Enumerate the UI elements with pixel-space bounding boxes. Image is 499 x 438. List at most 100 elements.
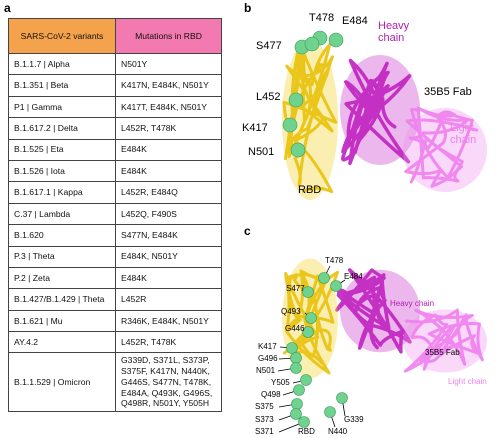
- mutations-cell: N501Y: [115, 52, 222, 76]
- mutation-sphere: [330, 280, 342, 292]
- residue-label: S371: [255, 427, 274, 436]
- heavy-chain-ribbon: [335, 268, 412, 354]
- variant-cell: P.3 | Theta: [8, 245, 116, 268]
- heavy-chain-ribbon: [341, 58, 412, 166]
- mutations-cell: E484K: [115, 159, 222, 183]
- table-row: P1 | Gamma K417T, E484K, N501Y: [8, 95, 222, 119]
- residue-label: Y505: [271, 378, 290, 387]
- column-header: SARS-CoV-2 variants: [8, 18, 116, 54]
- light-chain-ribbon: [404, 106, 479, 188]
- variant-cell: B.1.525 | Eta: [8, 138, 116, 161]
- mutation-sphere: [298, 416, 310, 428]
- residue-label: N440: [328, 427, 348, 436]
- mutation-sphere: [290, 352, 302, 364]
- mutations-cell: S477N, E484K: [115, 224, 222, 247]
- column-header: Mutations in RBD: [115, 18, 222, 54]
- heavy-chain-label: Heavy chain: [390, 299, 435, 308]
- mutation-sphere: [318, 272, 330, 284]
- mutation-sphere: [293, 384, 305, 396]
- variant-cell: C.37 | Lambda: [8, 202, 116, 226]
- mutation-sphere: [288, 92, 304, 108]
- variant-cell: P.2 | Zeta: [8, 266, 116, 290]
- panel-label: c: [244, 224, 251, 238]
- table-row: C.37 | Lambda L452Q, F490S: [8, 202, 222, 226]
- mutation-sphere: [304, 36, 320, 52]
- mutations-cell: K417T, E484K, N501Y: [115, 95, 222, 119]
- mutation-sphere: [302, 326, 314, 338]
- mutations-cell: E484K: [115, 266, 222, 290]
- residue-label: T478: [325, 256, 344, 265]
- variant-cell: P1 | Gamma: [8, 95, 116, 119]
- mutations-cell: L452R, T478K: [115, 331, 222, 354]
- mutation-sphere: [290, 142, 306, 158]
- table-row: P.2 | Zeta E484K: [8, 266, 222, 290]
- mutations-cell: E484K: [115, 138, 222, 161]
- variant-cell: B.1.617.2 | Delta: [8, 117, 116, 140]
- mutations-cell: E484K, N501Y: [115, 245, 222, 268]
- variant-cell: B.1.1.529 | Omicron: [8, 352, 116, 413]
- variant-cell: AY.4.2: [8, 331, 116, 354]
- table-row: B.1.621 | Mu R346K, E484K, N501Y: [8, 309, 222, 333]
- residue-label: K417: [242, 122, 268, 134]
- mutations-cell: L452R, E484Q: [115, 181, 222, 204]
- rbd-label: RBD: [298, 184, 322, 196]
- residue-label: E484: [344, 272, 363, 281]
- rbd-ribbon: [282, 41, 338, 194]
- residue-label: N501: [248, 146, 275, 158]
- residue-label: T478: [309, 12, 335, 24]
- mutations-cell: G339D, S371L, S373P, S375F, K417N, N440K…: [115, 352, 222, 413]
- table-row: AY.4.2 L452R, T478K: [8, 331, 222, 354]
- mutation-sphere: [286, 342, 298, 354]
- variant-cell: B.1.351 | Beta: [8, 74, 116, 97]
- mutation-sphere: [305, 312, 317, 324]
- mutations-cell: L452R: [115, 288, 222, 311]
- table-row: B.1.526 | Iota E484K: [8, 159, 222, 183]
- mutation-table: SARS-CoV-2 variants Mutations in RBD B.1…: [8, 18, 222, 413]
- fab-label: 35B5 Fab: [425, 348, 460, 357]
- table-row: B.1.525 | Eta E484K: [8, 138, 222, 161]
- heavy-chain-label: Heavy chain: [378, 20, 410, 45]
- fab-label: 35B5 Fab: [424, 86, 472, 98]
- rbd-ribbon: [282, 269, 340, 375]
- residue-label: K417: [258, 342, 277, 351]
- mutation-sphere: [336, 392, 348, 404]
- residue-label: S373: [255, 415, 274, 424]
- residue-label: G446: [285, 324, 305, 333]
- light-chain-ribbon: [403, 308, 484, 373]
- residue-label: E484: [342, 15, 368, 27]
- mutations-cell: R346K, E484K, N501Y: [115, 309, 222, 333]
- mutation-sphere: [324, 406, 336, 418]
- residue-label: Q498: [261, 390, 281, 399]
- residue-label: S477: [256, 40, 282, 52]
- table-row: B.1.620 S477N, E484K: [8, 224, 222, 247]
- variant-cell: B.1.526 | Iota: [8, 159, 116, 183]
- table-row: B.1.1.7 | Alpha N501Y: [8, 52, 222, 76]
- variant-cell: B.1.1.7 | Alpha: [8, 52, 116, 76]
- mutation-sphere: [302, 286, 314, 298]
- table-row: B.1.1.529 | Omicron G339D, S371L, S373P, …: [8, 352, 222, 413]
- residue-label: L452: [256, 91, 281, 103]
- mutation-sphere: [282, 117, 298, 133]
- table-row: B.1.427/B.1.429 | Theta L452R: [8, 288, 222, 311]
- table-row: B.1.351 | Beta K417N, E484K, N501Y: [8, 74, 222, 97]
- variant-cell: B.1.621 | Mu: [8, 309, 116, 333]
- table-row: B.1.617.2 | Delta L452R, T478K: [8, 117, 222, 140]
- panel-label: a: [4, 1, 11, 15]
- residue-label: N501: [256, 366, 276, 375]
- light-chain-label: Light chain: [448, 377, 487, 386]
- variant-cell: B.1.427/B.1.429 | Theta: [8, 288, 116, 311]
- rbd-label: RBD: [298, 427, 315, 436]
- mutations-cell: L452R, T478K: [115, 117, 222, 140]
- light-chain-label: Light chain: [450, 122, 477, 147]
- panel-label: b: [244, 1, 252, 15]
- mutation-sphere: [328, 32, 344, 48]
- mutation-sphere: [291, 398, 303, 410]
- table-row: P.3 | Theta E484K, N501Y: [8, 245, 222, 268]
- mutation-sphere: [290, 408, 302, 420]
- mutations-cell: L452Q, F490S: [115, 202, 222, 226]
- variant-cell: B.1.617.1 | Kappa: [8, 181, 116, 204]
- mutations-cell: K417N, E484K, N501Y: [115, 74, 222, 97]
- mutation-sphere: [300, 374, 312, 386]
